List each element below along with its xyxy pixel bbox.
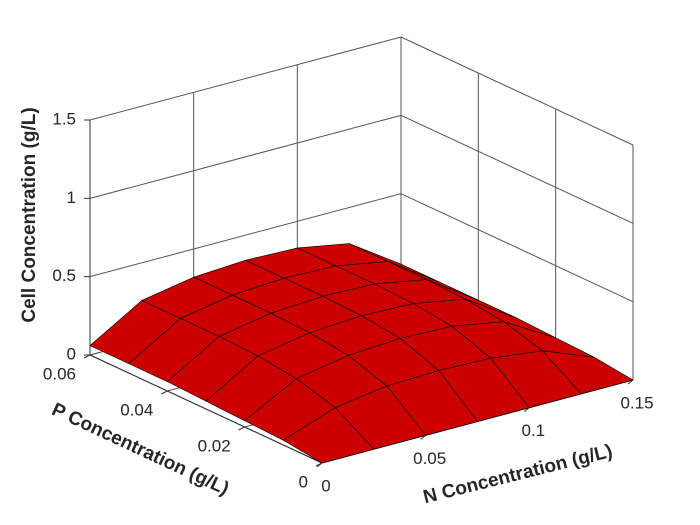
x-axis-label: N Concentration (g/L): [421, 441, 615, 508]
x-tick: [627, 379, 634, 385]
x-tick-label: 0.15: [620, 393, 653, 412]
surface-patch: [282, 407, 375, 464]
z-grid-line: [400, 193, 634, 303]
x-tick: [420, 434, 426, 440]
y-tick: [238, 426, 245, 431]
z-grid-line: [89, 114, 402, 199]
z-tick-label: 0.5: [52, 266, 76, 285]
z-tick-label: 1.5: [52, 109, 76, 128]
axis-line: [89, 354, 323, 464]
y-tick-label: 0.06: [43, 364, 76, 383]
z-grid-line: [400, 114, 634, 224]
x-tick: [524, 407, 530, 413]
y-tick-label: 0: [299, 472, 308, 491]
y-tick: [161, 390, 168, 395]
z-axis-label: Cell Concentration (g/L): [19, 107, 40, 322]
z-grid-line: [89, 36, 402, 121]
z-grid-line: [89, 193, 402, 278]
z-tick-label: 0: [67, 344, 76, 363]
y-tick: [83, 354, 91, 359]
x-tick-label: 0.05: [413, 449, 446, 468]
x-tick-label: 0: [321, 476, 330, 495]
y-tick: [315, 462, 323, 467]
z-grid-line: [400, 36, 634, 146]
y-tick-label: 0.04: [120, 400, 153, 419]
z-tick-label: 1: [67, 188, 76, 207]
y-tick-label: 0.02: [198, 436, 231, 455]
x-tick-label: 0.1: [522, 421, 546, 440]
